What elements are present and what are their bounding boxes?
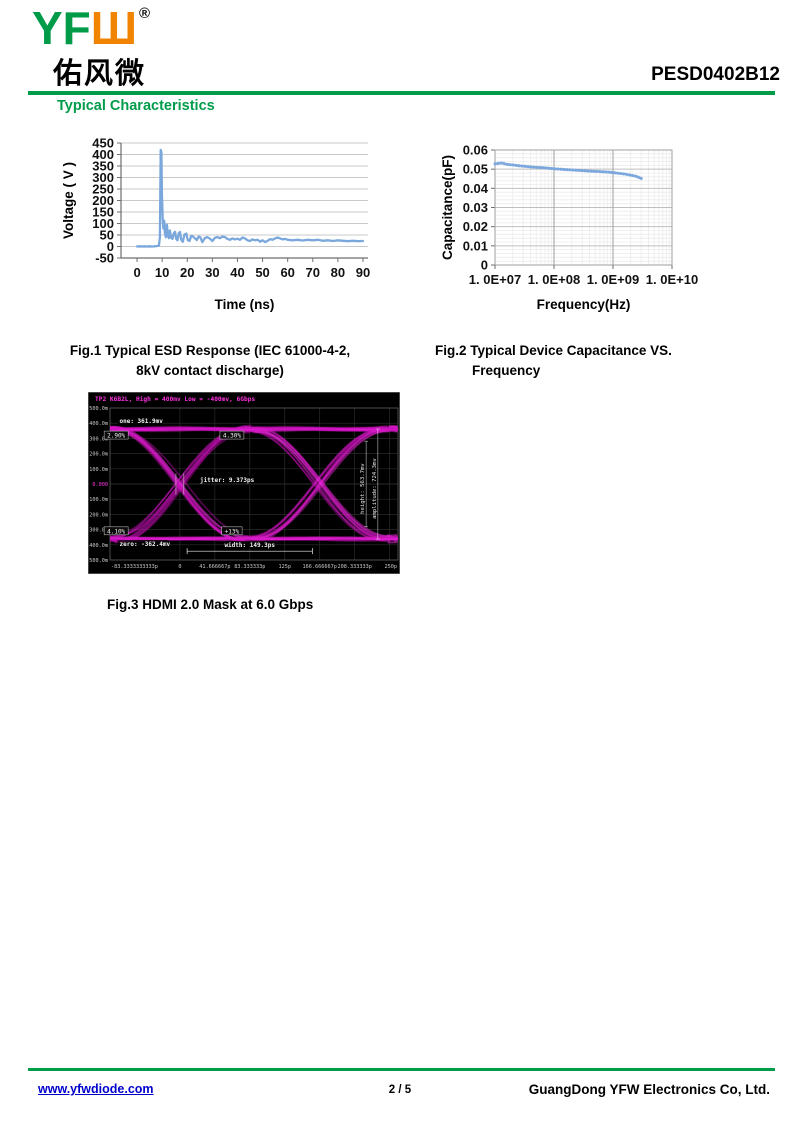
svg-text:125p: 125p: [279, 564, 292, 570]
header-divider: [28, 91, 775, 95]
svg-text:4.10%: 4.10%: [107, 528, 125, 535]
svg-text:width: 149.3ps: width: 149.3ps: [224, 542, 275, 549]
page-number: 2 / 5: [388, 1084, 412, 1096]
svg-text:250p: 250p: [385, 564, 398, 570]
svg-text:0: 0: [178, 564, 181, 570]
fig2-capacitance-frequency-chart: 0 0.01 0.02 0.03 0.04 0.05 0.06 1. 0E+07 1. 0E+0…: [440, 143, 698, 313]
svg-text:208.333333p: 208.333333p: [337, 564, 371, 570]
svg-text:300: 300: [92, 170, 114, 185]
svg-text:41.666667p: 41.666667p: [199, 564, 230, 570]
svg-text:height: 563.7mv: height: 563.7mv: [360, 463, 366, 514]
svg-text:200: 200: [92, 193, 114, 208]
svg-text:70: 70: [306, 265, 320, 280]
svg-text:-400.0m: -400.0m: [88, 543, 108, 549]
svg-text:40: 40: [230, 265, 244, 280]
svg-text:300.0m: 300.0m: [89, 436, 108, 442]
svg-text:zero: -362.4mv: zero: -362.4mv: [120, 541, 171, 548]
svg-text:200.0m: 200.0m: [89, 452, 108, 458]
svg-text:-100.0m: -100.0m: [88, 497, 108, 503]
svg-text:450: 450: [92, 136, 114, 151]
svg-text:60: 60: [280, 265, 294, 280]
logo-w-glyph: Ш: [90, 2, 138, 54]
svg-text:50: 50: [255, 265, 269, 280]
fig2-x-axis-title: Frequency(Hz): [537, 297, 631, 312]
svg-text:83.333333p: 83.333333p: [234, 564, 265, 570]
part-number: PESD0402B12: [651, 64, 780, 85]
svg-text:-200.0m: -200.0m: [88, 512, 108, 518]
svg-text:0.03: 0.03: [463, 200, 488, 215]
svg-text:jitter: 9.373ps: jitter: 9.373ps: [200, 477, 255, 484]
svg-text:0.06: 0.06: [463, 143, 488, 158]
svg-text:0: 0: [133, 265, 140, 280]
svg-text:0.04: 0.04: [463, 181, 489, 196]
brand-chinese-name: 佑风微: [53, 58, 147, 91]
fig1-y-axis-title: Voltage ( V ): [61, 162, 76, 239]
fig3-caption: Fig.3 HDMI 2.0 Mask at 6.0 Gbps: [107, 597, 314, 612]
fig2-series-line: [493, 161, 645, 181]
svg-text:90: 90: [356, 265, 370, 280]
fig1-caption-line2: 8kV contact discharge): [136, 363, 284, 379]
svg-text:400: 400: [92, 147, 114, 162]
svg-text:0.02: 0.02: [463, 219, 488, 234]
svg-text:100.0m: 100.0m: [89, 467, 108, 473]
svg-text:-300.0m: -300.0m: [88, 528, 108, 534]
section-title: Typical Characteristics: [57, 98, 215, 114]
company-name: GuangDong YFW Electronics Co, Ltd.: [528, 1082, 770, 1097]
svg-text:500.0m: 500.0m: [89, 406, 108, 412]
logo-yf-text: YF: [32, 2, 91, 54]
fig2-caption: Fig.2 Typical Device Capacitance VS. Fre…: [435, 341, 725, 382]
svg-text:400.0m: 400.0m: [89, 421, 108, 427]
scope-labels: 500.0m 400.0m 300.0m 200.0m 100.0m 0.000 -100.…: [88, 406, 397, 570]
website-link[interactable]: www.yfwdiode.com: [38, 1082, 154, 1096]
svg-text:250: 250: [92, 182, 114, 197]
fig2-plot: 0 0.01 0.02 0.03 0.04 0.05 0.06 1. 0E+07 1. 0E+0…: [440, 143, 698, 313]
fig1-series-line: [135, 148, 365, 248]
svg-text:-500.0m: -500.0m: [88, 558, 108, 564]
svg-text:0: 0: [107, 239, 114, 254]
fig1-caption: Fig.1 Typical ESD Response (IEC 61000-4-…: [65, 341, 355, 382]
svg-text:10: 10: [155, 265, 169, 280]
scope-measure-cursors: height: 563.7mv amplitude: 724.3mv width: …: [175, 428, 380, 555]
svg-text:4.30%: 4.30%: [223, 433, 241, 440]
svg-text:one: 361.9mv: one: 361.9mv: [120, 418, 164, 425]
svg-text:-83.3333333333p: -83.3333333333p: [111, 564, 158, 570]
fig2-y-axis-title: Capacitance(pF): [440, 155, 455, 260]
svg-text:0: 0: [481, 258, 488, 273]
svg-text:20: 20: [180, 265, 194, 280]
svg-text:350: 350: [92, 159, 114, 174]
svg-text:-50: -50: [95, 251, 114, 266]
svg-text:0.05: 0.05: [463, 162, 488, 177]
svg-text:amplitude: 724.3mv: amplitude: 724.3mv: [372, 458, 378, 519]
svg-text:1. 0E+10: 1. 0E+10: [646, 272, 698, 287]
registered-trademark-icon: ®: [139, 5, 151, 22]
fig3-eye-diagram: TP2 K6B2L, High = 400mv Low = -400mv, 6G…: [88, 392, 400, 574]
svg-text:166.666667p: 166.666667p: [303, 564, 337, 570]
fig2-caption-line1: Fig.2 Typical Device Capacitance VS.: [435, 343, 672, 358]
scope-title: TP2 K6B2L, High = 400mv Low = -400mv, 6G…: [95, 395, 255, 403]
svg-text:1. 0E+07: 1. 0E+07: [469, 272, 521, 287]
brand-logo: YFШ ® 佑风微: [32, 4, 150, 92]
svg-text:50: 50: [100, 228, 114, 243]
fig1-x-axis-title: Time (ns): [215, 297, 275, 312]
svg-text:150: 150: [92, 205, 114, 220]
svg-text:2.90%: 2.90%: [107, 433, 125, 440]
footer-divider: [28, 1068, 775, 1071]
svg-text:80: 80: [331, 265, 345, 280]
fig2-caption-line2: Frequency: [472, 363, 541, 379]
svg-text:30: 30: [205, 265, 219, 280]
brand-logo-wordmark: YFШ ®: [32, 4, 150, 52]
fig1-caption-line1: Fig.1 Typical ESD Response (IEC 61000-4-…: [69, 343, 351, 358]
svg-text:1. 0E+09: 1. 0E+09: [587, 272, 639, 287]
svg-text:0.000: 0.000: [92, 482, 108, 488]
svg-text:1. 0E+08: 1. 0E+08: [528, 272, 580, 287]
svg-text:+13%: +13%: [225, 528, 240, 535]
svg-text:0.01: 0.01: [463, 238, 488, 253]
svg-text:100: 100: [92, 216, 114, 231]
